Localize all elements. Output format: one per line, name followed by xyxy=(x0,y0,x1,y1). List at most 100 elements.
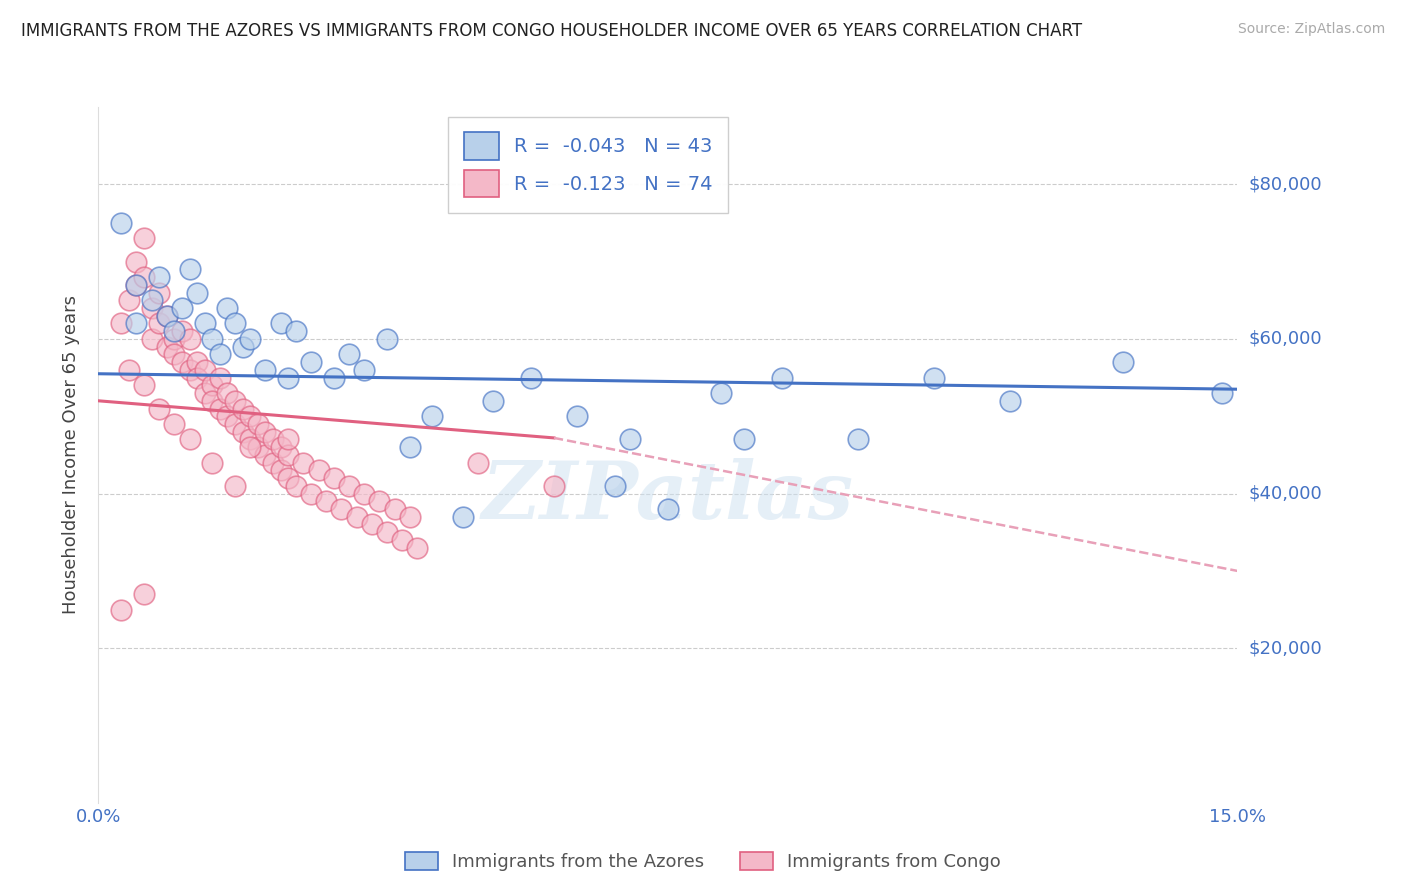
Point xyxy=(520,370,543,384)
Point xyxy=(125,254,148,268)
Point xyxy=(156,309,179,323)
Point xyxy=(179,332,201,346)
Point xyxy=(148,317,170,331)
Text: Source: ZipAtlas.com: Source: ZipAtlas.com xyxy=(1237,22,1385,37)
Point xyxy=(110,216,132,230)
Point xyxy=(224,317,246,331)
Point xyxy=(156,340,179,354)
Point xyxy=(277,370,299,384)
Point xyxy=(148,270,170,285)
Point xyxy=(922,370,945,384)
Point xyxy=(384,502,406,516)
Point xyxy=(232,340,254,354)
Point xyxy=(254,363,277,377)
Point xyxy=(353,486,375,500)
Point xyxy=(224,393,246,408)
Point xyxy=(163,347,186,361)
Point xyxy=(368,494,391,508)
Point xyxy=(217,386,239,401)
Point xyxy=(246,417,269,431)
Text: $80,000: $80,000 xyxy=(1249,176,1322,194)
Point xyxy=(1112,355,1135,369)
Point xyxy=(170,324,193,338)
Point xyxy=(132,587,155,601)
Point xyxy=(733,433,755,447)
Point xyxy=(284,479,307,493)
Point xyxy=(277,471,299,485)
Text: IMMIGRANTS FROM THE AZORES VS IMMIGRANTS FROM CONGO HOUSEHOLDER INCOME OVER 65 Y: IMMIGRANTS FROM THE AZORES VS IMMIGRANTS… xyxy=(21,22,1083,40)
Point xyxy=(284,324,307,338)
Point xyxy=(543,479,565,493)
Point xyxy=(337,479,360,493)
Point xyxy=(239,332,262,346)
Point xyxy=(179,433,201,447)
Point xyxy=(239,433,262,447)
Point xyxy=(208,370,231,384)
Point xyxy=(239,440,262,454)
Legend: Immigrants from the Azores, Immigrants from Congo: Immigrants from the Azores, Immigrants f… xyxy=(398,845,1008,879)
Point xyxy=(208,401,231,416)
Point xyxy=(201,456,224,470)
Point xyxy=(186,370,208,384)
Point xyxy=(299,486,322,500)
Point xyxy=(315,494,337,508)
Point xyxy=(125,277,148,292)
Point xyxy=(110,602,132,616)
Point xyxy=(603,479,626,493)
Point xyxy=(194,363,217,377)
Point xyxy=(118,293,141,308)
Point xyxy=(322,370,344,384)
Point xyxy=(141,293,163,308)
Y-axis label: Householder Income Over 65 years: Householder Income Over 65 years xyxy=(62,295,80,615)
Legend: R =  -0.043   N = 43, R =  -0.123   N = 74: R = -0.043 N = 43, R = -0.123 N = 74 xyxy=(449,117,728,212)
Point xyxy=(322,471,344,485)
Point xyxy=(132,378,155,392)
Point xyxy=(132,231,155,245)
Point xyxy=(148,401,170,416)
Point xyxy=(141,301,163,315)
Point xyxy=(422,409,444,424)
Point xyxy=(232,401,254,416)
Point xyxy=(194,386,217,401)
Point xyxy=(110,317,132,331)
Point xyxy=(201,332,224,346)
Point xyxy=(1211,386,1233,401)
Point xyxy=(846,433,869,447)
Point xyxy=(163,324,186,338)
Text: $40,000: $40,000 xyxy=(1249,484,1322,502)
Point xyxy=(125,277,148,292)
Point xyxy=(148,285,170,300)
Text: ZIPatlas: ZIPatlas xyxy=(482,458,853,535)
Point xyxy=(270,463,292,477)
Point xyxy=(224,479,246,493)
Point xyxy=(125,317,148,331)
Point xyxy=(330,502,353,516)
Point xyxy=(201,378,224,392)
Point xyxy=(201,393,224,408)
Text: $20,000: $20,000 xyxy=(1249,640,1322,657)
Point xyxy=(262,433,284,447)
Point xyxy=(998,393,1021,408)
Point xyxy=(406,541,429,555)
Point xyxy=(163,417,186,431)
Point xyxy=(346,509,368,524)
Point xyxy=(308,463,330,477)
Point xyxy=(208,347,231,361)
Point xyxy=(239,409,262,424)
Point xyxy=(118,363,141,377)
Point xyxy=(770,370,793,384)
Point xyxy=(299,355,322,369)
Point xyxy=(292,456,315,470)
Point xyxy=(156,309,179,323)
Text: $60,000: $60,000 xyxy=(1249,330,1322,348)
Point xyxy=(398,509,420,524)
Point xyxy=(141,332,163,346)
Point xyxy=(217,301,239,315)
Point xyxy=(391,533,413,547)
Point xyxy=(270,440,292,454)
Point xyxy=(277,448,299,462)
Point xyxy=(232,425,254,439)
Point xyxy=(710,386,733,401)
Point xyxy=(170,301,193,315)
Point xyxy=(619,433,641,447)
